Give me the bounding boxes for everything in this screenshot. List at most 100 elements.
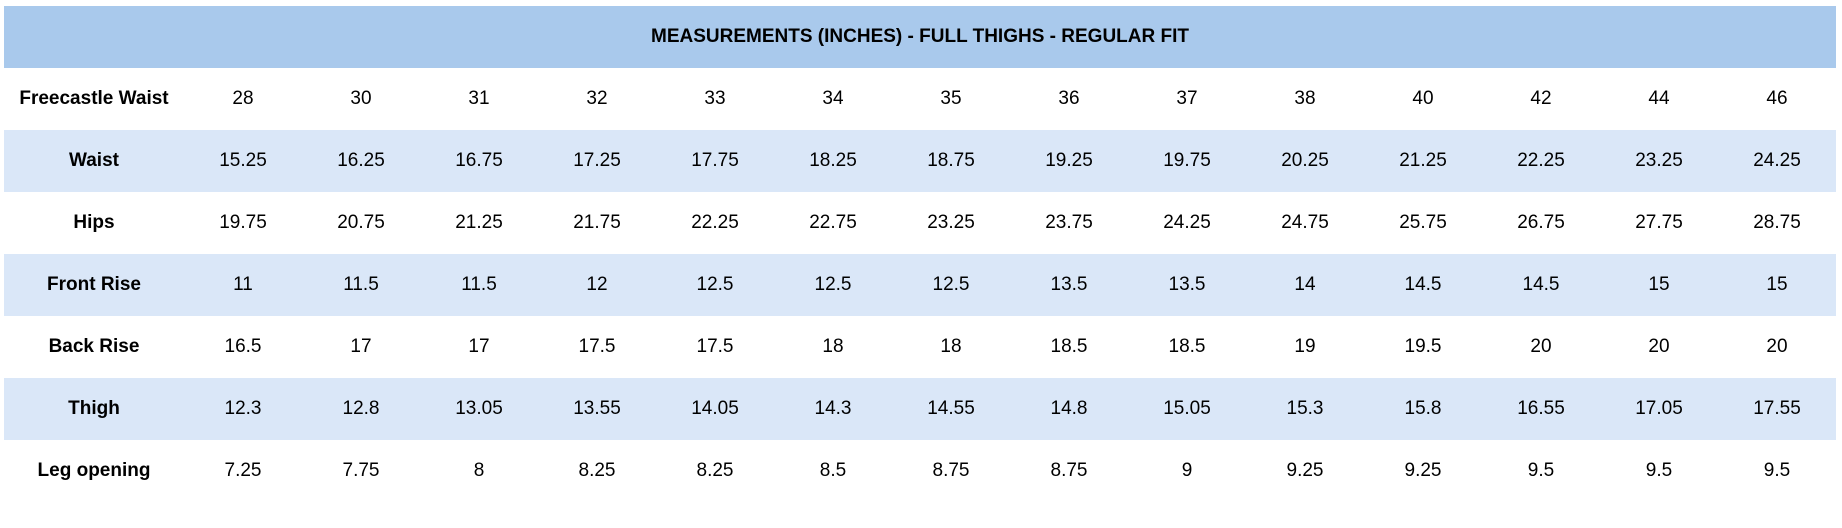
cell: 14.55 [892, 378, 1010, 440]
cell: 8.75 [932, 460, 970, 481]
cell: 14.05 [656, 378, 774, 440]
cell: 24.25 [1163, 212, 1211, 233]
cell: 42 [1530, 88, 1552, 109]
cell: 12.5 [892, 254, 1010, 316]
cell: 12.5 [656, 254, 774, 316]
row-label: Thigh [4, 378, 184, 440]
cell: 15.3 [1246, 378, 1364, 440]
cell: 22.75 [809, 212, 857, 233]
cell: 25.75 [1399, 212, 1447, 233]
cell: 12.3 [184, 378, 302, 440]
table-row: Leg opening 7.25 7.75 8 8.25 8.25 8.5 8.75 8.75 9… [4, 440, 1836, 502]
cell: 46 [1766, 88, 1788, 109]
cell: 13.55 [538, 378, 656, 440]
cell: 14.3 [774, 378, 892, 440]
table-row: Front Rise 11 11.5 11.5 12 12.5 12.5 12.5 13.5 13… [4, 254, 1836, 316]
row-label: Freecastle Waist [19, 88, 169, 109]
cell: 34 [822, 88, 844, 109]
row-label: Leg opening [37, 460, 151, 481]
cell: 19 [1294, 336, 1316, 357]
cell: 15.25 [184, 130, 302, 192]
cell: 17.05 [1600, 378, 1718, 440]
cell: 14.8 [1010, 378, 1128, 440]
cell: 8.75 [1050, 460, 1088, 481]
cell: 18 [940, 336, 962, 357]
cell: 23.75 [1045, 212, 1093, 233]
cell: 15 [1600, 254, 1718, 316]
cell: 18.75 [892, 130, 1010, 192]
row-label: Front Rise [4, 254, 184, 316]
cell: 28.75 [1753, 212, 1801, 233]
cell: 18 [822, 336, 844, 357]
cell: 8.25 [578, 460, 616, 481]
cell: 19.5 [1404, 336, 1442, 357]
cell: 13.05 [420, 378, 538, 440]
cell: 32 [586, 88, 608, 109]
cell: 30 [350, 88, 372, 109]
cell: 8 [473, 460, 485, 481]
cell: 7.25 [224, 460, 262, 481]
cell: 15.8 [1364, 378, 1482, 440]
cell: 9.25 [1404, 460, 1442, 481]
table-row: Freecastle Waist 28 30 31 32 33 34 35 36 37 38 40 42… [4, 68, 1836, 130]
cell: 31 [468, 88, 490, 109]
cell: 23.25 [1600, 130, 1718, 192]
cell: 16.55 [1482, 378, 1600, 440]
cell: 23.25 [927, 212, 975, 233]
cell: 33 [704, 88, 726, 109]
cell: 17 [350, 336, 372, 357]
cell: 8.5 [819, 460, 847, 481]
cell: 9.5 [1645, 460, 1673, 481]
table-row: Waist 15.25 16.25 16.75 17.25 17.75 18.25 18.75… [4, 130, 1836, 192]
cell: 14.5 [1482, 254, 1600, 316]
table-row: Back Rise 16.5 17 17 17.5 17.5 18 18 18.5 18.5 19 1… [4, 316, 1836, 378]
cell: 24.75 [1281, 212, 1329, 233]
cell: 26.75 [1517, 212, 1565, 233]
cell: 19.25 [1010, 130, 1128, 192]
cell: 12.8 [302, 378, 420, 440]
table-title: MEASUREMENTS (INCHES) - FULL THIGHS - RE… [4, 6, 1836, 68]
cell: 8.25 [696, 460, 734, 481]
cell: 11.5 [302, 254, 420, 316]
cell: 19.75 [219, 212, 267, 233]
cell: 9.25 [1286, 460, 1324, 481]
cell: 7.75 [342, 460, 380, 481]
cell: 28 [232, 88, 254, 109]
table-row: Thigh 12.3 12.8 13.05 13.55 14.05 14.3 14.55 14.… [4, 378, 1836, 440]
title-row: MEASUREMENTS (INCHES) - FULL THIGHS - RE… [4, 6, 1836, 68]
cell: 38 [1294, 88, 1316, 109]
cell: 12 [538, 254, 656, 316]
cell: 13.5 [1010, 254, 1128, 316]
cell: 21.75 [573, 212, 621, 233]
cell: 17.5 [696, 336, 734, 357]
cell: 21.25 [1364, 130, 1482, 192]
cell: 11.5 [420, 254, 538, 316]
cell: 9.5 [1763, 460, 1791, 481]
cell: 22.25 [1482, 130, 1600, 192]
cell: 13.5 [1128, 254, 1246, 316]
cell: 17.55 [1718, 378, 1836, 440]
cell: 16.75 [420, 130, 538, 192]
cell: 14 [1246, 254, 1364, 316]
cell: 24.25 [1718, 130, 1836, 192]
cell: 9.5 [1527, 460, 1555, 481]
row-label: Waist [4, 130, 184, 192]
cell: 20.75 [337, 212, 385, 233]
cell: 12.5 [774, 254, 892, 316]
cell: 15.05 [1128, 378, 1246, 440]
cell: 20 [1648, 336, 1670, 357]
cell: 16.25 [302, 130, 420, 192]
cell: 11 [184, 254, 302, 316]
table-row: Hips 19.75 20.75 21.25 21.75 22.25 22.75 23.25 2… [4, 192, 1836, 254]
row-label: Back Rise [48, 336, 140, 357]
cell: 17.75 [656, 130, 774, 192]
cell: 17 [468, 336, 490, 357]
cell: 17.25 [538, 130, 656, 192]
cell: 44 [1648, 88, 1670, 109]
cell: 20.25 [1246, 130, 1364, 192]
measurement-table: MEASUREMENTS (INCHES) - FULL THIGHS - RE… [4, 6, 1836, 502]
cell: 19.75 [1128, 130, 1246, 192]
cell: 40 [1412, 88, 1434, 109]
cell: 21.25 [455, 212, 503, 233]
